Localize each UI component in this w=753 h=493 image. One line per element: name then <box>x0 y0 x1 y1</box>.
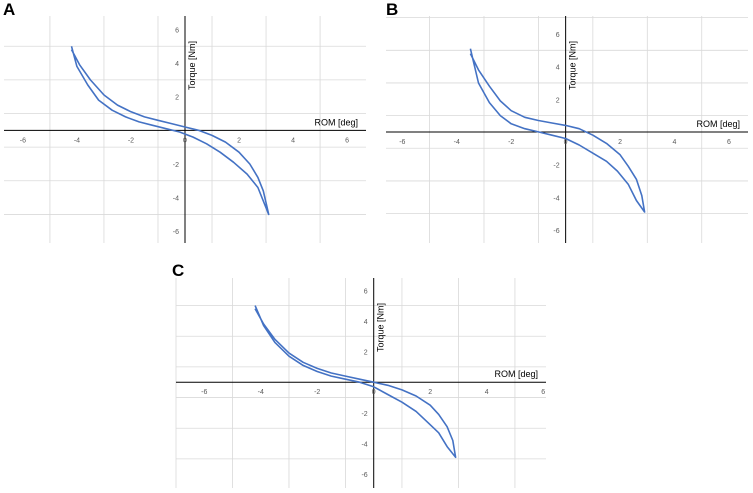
x-tick-label-a: 6 <box>345 137 349 144</box>
series-line-b <box>469 48 646 213</box>
y-tick-label-a: -2 <box>173 162 179 169</box>
panel-label-a: A <box>3 0 16 19</box>
x-tick-label-b: 4 <box>673 139 677 146</box>
y-axis-title-c: Torque [Nm] <box>376 303 386 352</box>
y-tick-label-b: -6 <box>553 228 559 235</box>
y-tick-label-b: -2 <box>553 163 559 170</box>
x-axis-title-b: ROM [deg] <box>696 119 740 129</box>
x-tick-label-a: -4 <box>74 137 80 144</box>
y-tick-label-b: 6 <box>556 32 560 39</box>
x-tick-label-c: 4 <box>485 389 489 396</box>
panel-label-b: B <box>386 0 399 19</box>
panel-label-c: C <box>172 261 185 280</box>
x-tick-label-a: -6 <box>20 137 26 144</box>
x-tick-label-c: -4 <box>258 389 264 396</box>
x-tick-label-a: 0 <box>183 137 187 144</box>
y-tick-label-c: 2 <box>364 350 368 357</box>
x-tick-label-b: 6 <box>727 139 731 146</box>
y-tick-label-a: 2 <box>175 95 179 102</box>
x-tick-label-a: 4 <box>291 137 295 144</box>
y-tick-label-a: -4 <box>173 196 179 203</box>
y-tick-label-c: -2 <box>361 411 367 418</box>
x-tick-label-b: 0 <box>564 139 568 146</box>
x-tick-label-a: -2 <box>128 137 134 144</box>
series-line-c <box>254 305 457 459</box>
y-axis-title-a: Torque [Nm] <box>187 41 197 90</box>
y-tick-label-b: -4 <box>553 195 559 202</box>
y-tick-label-a: -6 <box>173 229 179 236</box>
y-tick-label-b: 4 <box>556 65 560 72</box>
x-axis-title-a: ROM [deg] <box>314 117 358 127</box>
y-tick-label-b: 2 <box>556 97 560 104</box>
x-tick-label-c: 0 <box>372 389 376 396</box>
x-tick-label-c: -6 <box>201 389 207 396</box>
series-line-a <box>70 46 270 216</box>
x-tick-label-c: 6 <box>541 389 545 396</box>
y-tick-label-c: 4 <box>364 319 368 326</box>
y-axis-title-b: Torque [Nm] <box>568 41 578 90</box>
x-tick-label-a: 2 <box>237 137 241 144</box>
x-tick-label-b: -6 <box>399 139 405 146</box>
y-tick-label-a: 4 <box>175 61 179 68</box>
x-axis-title-c: ROM [deg] <box>494 369 538 379</box>
y-tick-label-a: 6 <box>175 27 179 34</box>
y-tick-label-c: -6 <box>361 472 367 479</box>
y-tick-label-c: -4 <box>361 442 367 449</box>
x-tick-label-c: -2 <box>314 389 320 396</box>
x-tick-label-c: 2 <box>428 389 432 396</box>
x-tick-label-b: -4 <box>454 139 460 146</box>
x-tick-label-b: -2 <box>508 139 514 146</box>
y-tick-label-c: 6 <box>364 288 368 295</box>
x-tick-label-b: 2 <box>618 139 622 146</box>
